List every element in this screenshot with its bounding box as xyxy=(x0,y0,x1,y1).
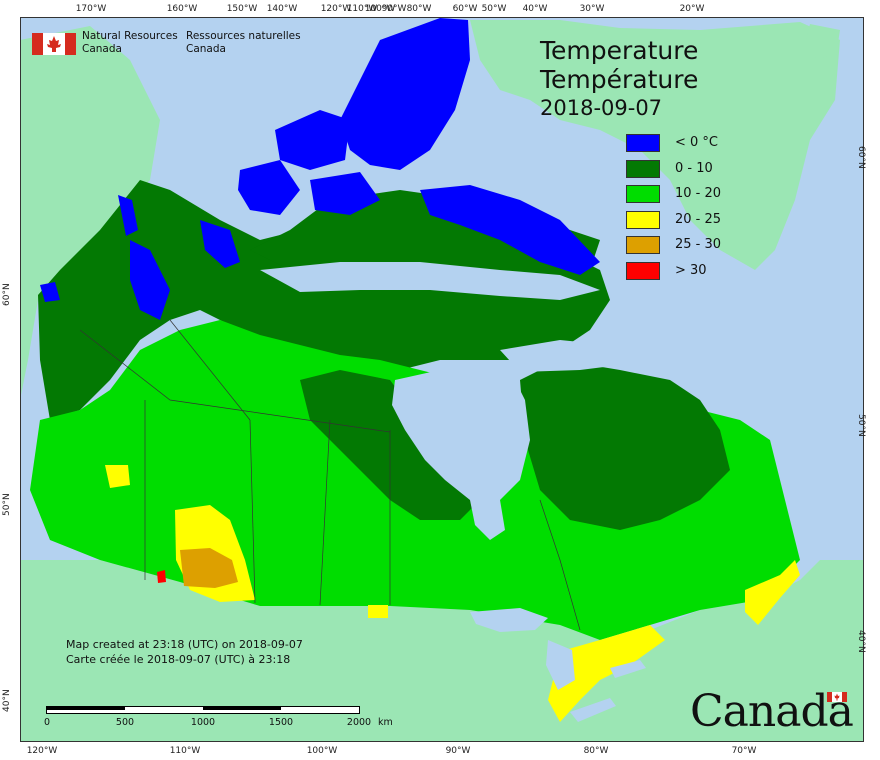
tick-label: 40°N xyxy=(2,689,12,712)
legend-label: 20 - 25 xyxy=(675,211,722,227)
map-date: 2018-09-07 xyxy=(540,96,663,120)
tick-label: 120°W xyxy=(26,746,58,756)
title-en: Temperature xyxy=(540,36,699,65)
ungava-cold xyxy=(200,220,240,268)
mackenzie-cold xyxy=(40,282,60,302)
tick-label: 120°W xyxy=(320,4,352,14)
lake-ontario xyxy=(610,660,646,678)
arctic-island-cold-2 xyxy=(238,160,300,215)
tick-label: 140°W xyxy=(266,4,298,14)
legend-swatch xyxy=(626,134,660,152)
tick-label: 50°N xyxy=(856,414,866,437)
legend-label: < 0 °C xyxy=(675,135,719,150)
southern-ontario-warm xyxy=(548,625,665,722)
scale-unit: km xyxy=(378,717,393,728)
map-credit: Map created at 23:18 (UTC) on 2018-09-07… xyxy=(66,637,303,667)
hudson-bay xyxy=(392,365,530,500)
credit-fr: Carte créée le 2018-09-07 (UTC) à 23:18 xyxy=(66,653,291,666)
scale-label: 1000 xyxy=(190,717,216,728)
credit-en: Map created at 23:18 (UTC) on 2018-09-07 xyxy=(66,638,303,651)
baffin-cold xyxy=(420,185,600,275)
map-title: Temperature Température 2018-09-07 xyxy=(540,36,698,123)
arctic-island-cold-3 xyxy=(310,172,380,215)
legend-swatch xyxy=(626,185,660,203)
agency-name-fr: Ressources naturelles Canada xyxy=(186,30,326,56)
provincial-borders xyxy=(79,319,581,631)
legend-label: 25 - 30 xyxy=(675,237,722,252)
lake-erie xyxy=(570,698,616,722)
alaska xyxy=(20,26,160,400)
agency-en-line2: Canada xyxy=(82,43,122,55)
ellesmere-cold xyxy=(340,18,470,170)
james-bay xyxy=(470,500,505,540)
tick-label: 90°W xyxy=(445,746,471,756)
hudson-strait xyxy=(500,340,620,372)
tick-label: 80°W xyxy=(583,746,609,756)
lake-superior-warm xyxy=(368,605,388,618)
tick-label: 100°W xyxy=(306,746,338,756)
legend-label: 0 - 10 xyxy=(675,160,713,176)
agency-name-en: Natural Resources Canada xyxy=(82,30,192,56)
canada-wordmark: Canada xyxy=(690,686,854,737)
lake-huron xyxy=(546,640,575,690)
tick-label: 30°W xyxy=(579,4,605,14)
tick-label: 150°W xyxy=(226,4,258,14)
legend-label: > 30 xyxy=(675,262,707,278)
tick-label: 50°W xyxy=(481,4,507,14)
prairies-hot xyxy=(180,548,238,588)
legend-swatch xyxy=(626,236,660,254)
tick-label: 60°N xyxy=(856,146,866,169)
tick-label: 70°W xyxy=(731,746,757,756)
scale-bar xyxy=(46,706,360,714)
tick-label: 170°W xyxy=(75,4,107,14)
arctic-channel xyxy=(260,262,600,300)
tick-label: 160°W xyxy=(166,4,198,14)
agency-fr-line2: Canada xyxy=(186,43,226,55)
tick-label: 60°N xyxy=(2,283,12,306)
scale-label: 2000 xyxy=(346,717,372,728)
agency-fr-line1: Ressources naturelles xyxy=(186,30,301,42)
legend-swatch xyxy=(626,159,660,178)
canada-flag-icon xyxy=(32,33,76,55)
tick-label: 110°W xyxy=(169,746,201,756)
lake-superior xyxy=(470,608,548,632)
yukon-cold xyxy=(130,240,170,320)
yukon-cold-2 xyxy=(118,195,138,236)
legend-swatch xyxy=(626,261,660,280)
tick-label: 90°W xyxy=(381,4,407,14)
title-fr: Température xyxy=(540,65,699,94)
legend-label: 10 - 20 xyxy=(675,186,722,201)
tick-label: 40°N xyxy=(856,630,866,653)
iceland xyxy=(806,24,840,58)
tick-label: 110°W xyxy=(346,4,378,14)
tick-label: 80°W xyxy=(406,4,432,14)
tick-label: 100°W xyxy=(364,4,396,14)
legend-swatch xyxy=(626,210,660,229)
tick-label: 60°W xyxy=(452,4,478,14)
agency-en-line1: Natural Resources xyxy=(82,30,178,42)
tick-label: 40°W xyxy=(522,4,548,14)
scale-segment xyxy=(203,707,281,710)
bc-interior-warm xyxy=(105,465,130,488)
maritimes-warm xyxy=(745,560,800,625)
arctic-island-cold-1 xyxy=(275,110,350,170)
scale-label: 1500 xyxy=(268,717,294,728)
okanagan-hot xyxy=(157,570,166,583)
usa xyxy=(20,560,864,742)
quebec-labrador-dark xyxy=(520,360,730,530)
scale-label: 0 xyxy=(43,717,51,728)
scale-segment xyxy=(47,707,125,710)
tick-label: 20°W xyxy=(679,4,705,14)
scale-label: 500 xyxy=(115,717,135,728)
tick-label: 50°N xyxy=(2,493,12,516)
wordmark-flag-icon xyxy=(827,692,847,702)
